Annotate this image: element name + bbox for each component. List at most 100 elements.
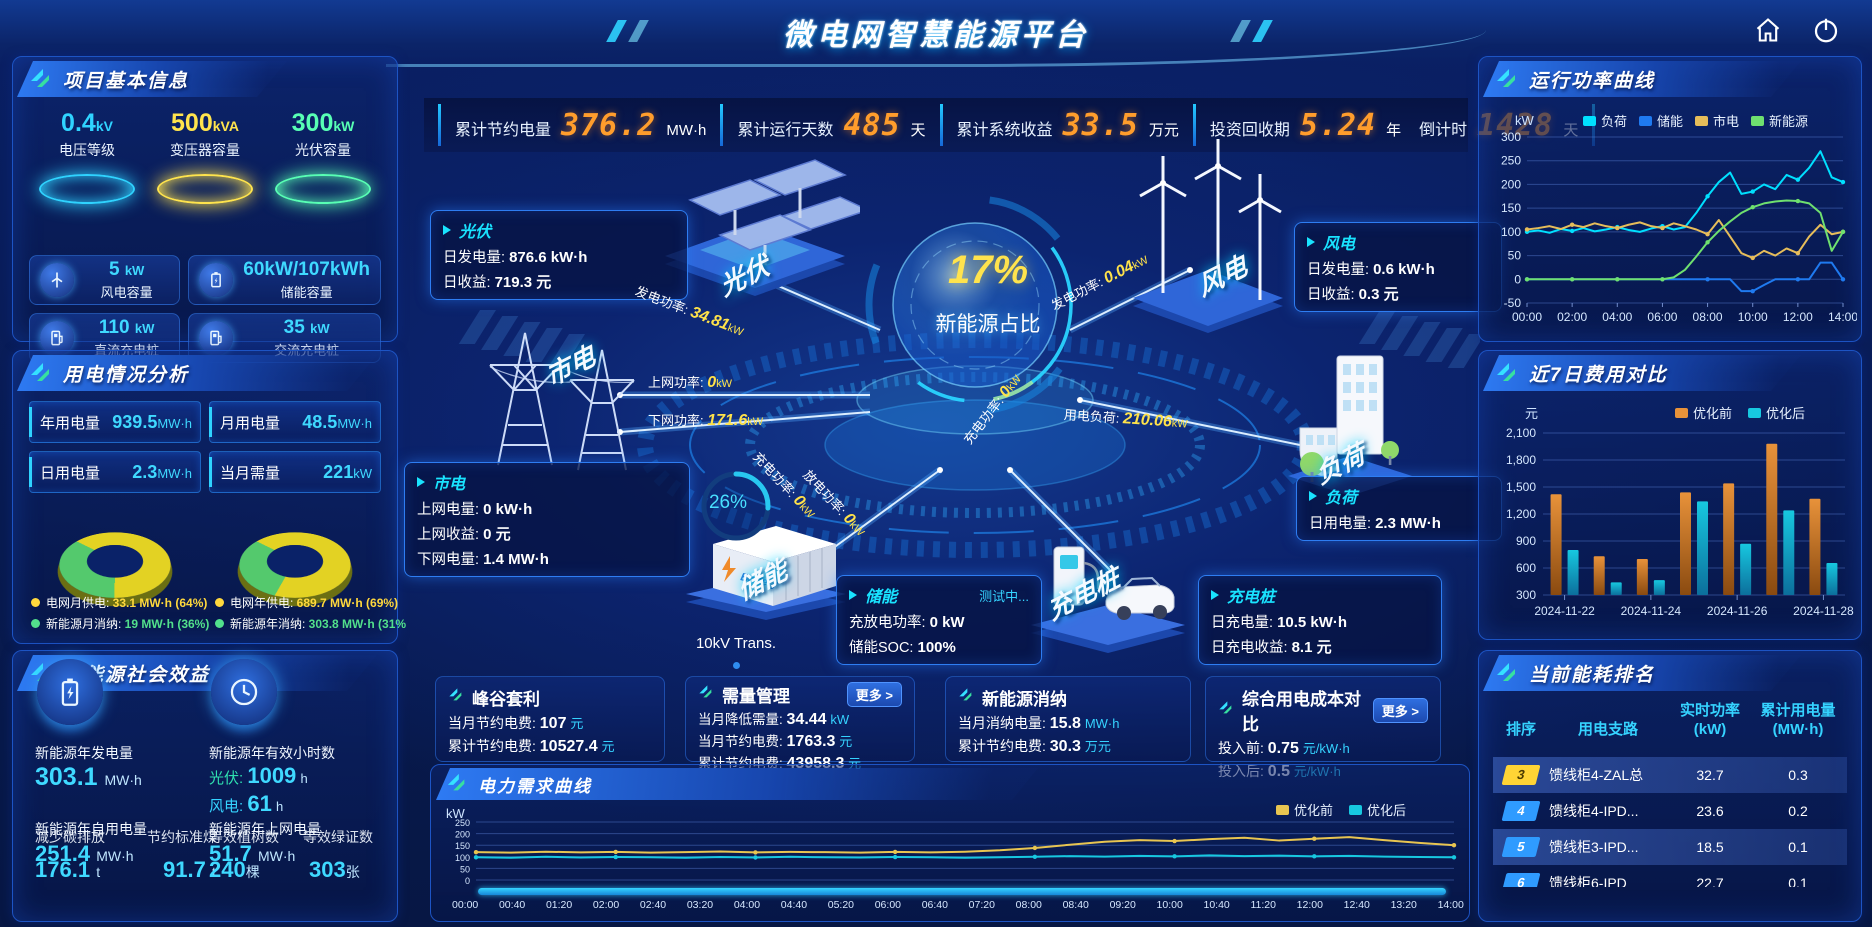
stats-separator: [1193, 104, 1196, 146]
kpi-box: 峰谷套利 当月节约电费: 107 元累计节约电费: 10527.4 元: [435, 676, 665, 762]
x-tick: 04:00: [734, 899, 760, 911]
legend-value: 33.1 MW·h (64%): [113, 596, 208, 610]
donut-legend-item: 新能源月消纳: 19 MW·h (36%): [31, 614, 209, 635]
branch-name: 馈线柜6-IPD: [1549, 873, 1667, 887]
arrow-icon: [849, 590, 857, 600]
home-icon[interactable]: [1750, 12, 1786, 48]
svg-text:250: 250: [455, 818, 470, 828]
svg-text:04:00: 04:00: [1602, 310, 1632, 324]
wind-illustration: [1108, 128, 1308, 338]
card-value: 35 kW: [243, 317, 370, 339]
node-metric: 储能SOC: 100%: [849, 636, 1029, 657]
chip-label: 日用电量: [40, 462, 100, 483]
gauge-value: 26%: [688, 492, 768, 514]
legend-dot: [215, 619, 224, 628]
svg-text:100: 100: [455, 853, 470, 863]
node-status: 测试中...: [979, 586, 1029, 605]
legend-label: 负荷: [1601, 114, 1627, 129]
panel-header: 运行功率曲线: [1483, 61, 1801, 97]
node-metric: 日发电量: 0.6 kW·h: [1307, 258, 1489, 279]
node-metric: 上网电量: 0 kW·h: [417, 498, 677, 519]
company-name: 安科瑞电气: [283, 67, 363, 91]
flow-label: 用电负荷: 210.06kW: [1063, 404, 1188, 433]
company-select[interactable]: 安科瑞电气: [283, 67, 383, 91]
demand-x-axis: 00:00 00:40 01:20 02:00 02:40 03:20 04:00 04:40…: [452, 899, 1464, 911]
stat-item: 累计系统收益 33.5 万元: [957, 108, 1179, 143]
rank-badge: 5: [1502, 837, 1541, 857]
x-tick: 00:00: [452, 899, 478, 911]
table-row[interactable]: 3 馈线柜4-ZAL总 32.7 0.3: [1493, 757, 1847, 793]
stat-item: 累计节约电量 376.2 MW·h: [455, 108, 706, 143]
node-metric: 日收益: 0.3 元: [1307, 283, 1489, 304]
benefit-value: 303.1 MW·h: [35, 763, 142, 792]
stat-label: 倒计时: [1419, 116, 1467, 140]
panel-title: 项目基本信息: [63, 66, 189, 93]
benefit-value: 240棵: [209, 857, 260, 883]
panel-header: 当前能耗排名: [1483, 655, 1801, 691]
chart-zoom-slider[interactable]: [478, 888, 1446, 895]
svg-text:150: 150: [455, 841, 470, 851]
power-value: 32.7: [1667, 767, 1753, 783]
kpi-title: 需量管理: [722, 682, 790, 707]
legend-item: 市电: [1695, 111, 1739, 130]
usage-stat-chip: 年用电量 939.5MW·h: [29, 401, 201, 443]
panel-header: 项目基本信息 安科瑞电气: [17, 61, 287, 97]
node-metric: 日充电量: 10.5 kW·h: [1211, 611, 1429, 632]
benefit-value: 303张: [309, 857, 360, 883]
svg-text:2024-11-28: 2024-11-28: [1793, 604, 1854, 618]
pedestal-glow: [39, 174, 135, 204]
stat-value: 33.5: [1063, 108, 1139, 143]
panel-usage-analysis: 用电情况分析 年用电量 939.5MW·h 月用电量 48.5MW·h 日用电量 2.3M…: [12, 350, 398, 644]
pedestal-glow: [275, 174, 371, 204]
capacity-card: 5 kW 风电容量: [29, 255, 180, 305]
x-tick: 07:20: [969, 899, 995, 911]
benefit-label: 节约标准煤: [147, 827, 217, 847]
chip-value: 48.5MW·h: [302, 412, 372, 433]
legend-label: 储能: [1657, 114, 1683, 129]
panel-project-info: 项目基本信息 安科瑞电气 0.4kV 电压等级 500kVA 变压器容量 300kW 光伏…: [12, 56, 398, 342]
y-axis-unit: 元: [1525, 403, 1538, 422]
svg-text:250: 250: [1501, 154, 1521, 168]
svg-text:02:00: 02:00: [1557, 310, 1587, 324]
donut-legend-item: 新能源年消纳: 303.8 MW·h (31%: [215, 614, 406, 635]
svg-text:200: 200: [455, 830, 470, 840]
legend-swatch: [1695, 116, 1708, 126]
legend-label: 新能源月消纳:: [46, 617, 125, 631]
svg-text:1,500: 1,500: [1506, 480, 1536, 494]
benefit-label: 新能源年有效小时数: [209, 743, 335, 763]
pedestal-label: 变压器容量: [147, 140, 263, 160]
demand-chart-legend: 优化前 优化后: [1276, 800, 1406, 819]
table-row[interactable]: 4 馈线柜4-IPD... 23.6 0.2: [1493, 793, 1847, 829]
arrow-icon: [1211, 590, 1219, 600]
table-row[interactable]: 6 馈线柜6-IPD 22.7 0.1: [1493, 865, 1847, 887]
legend-item: 优化前: [1675, 403, 1732, 422]
chip-value: 939.5MW·h: [112, 412, 192, 433]
chip-label: 月用电量: [220, 412, 280, 433]
svg-text:06:00: 06:00: [1647, 310, 1677, 324]
panel-title: 用电情况分析: [63, 360, 189, 387]
x-tick: 14:00: [1438, 899, 1464, 911]
power-icon[interactable]: [1808, 12, 1844, 48]
table-row[interactable]: 5 馈线柜3-IPD... 18.5 0.1: [1493, 829, 1847, 865]
power-value: 22.7: [1667, 875, 1753, 887]
svg-text:10:00: 10:00: [1738, 310, 1768, 324]
legend-item: 储能: [1639, 111, 1683, 130]
stat-unit: 万元: [1149, 119, 1179, 140]
rank-badge: 3: [1502, 765, 1541, 785]
legend-item: 优化后: [1349, 800, 1406, 819]
x-tick: 05:20: [828, 899, 854, 911]
pedestal-label: 电压等级: [29, 140, 145, 160]
kpi-corner-icon: [958, 687, 974, 708]
benefit-value: 91.7 t: [163, 857, 216, 883]
node-metric: 日用电量: 2.3 MW·h: [1309, 512, 1489, 533]
more-button[interactable]: 更多 >: [1373, 698, 1428, 723]
gauge-label: 10kV Trans.: [688, 635, 784, 652]
pedestal-value: 0.4kV: [29, 109, 145, 138]
donut-charts: [25, 499, 385, 585]
capacity-card: 60kW/107kWh 储能容量: [188, 255, 381, 305]
summary-stats-bar: 累计节约电量 376.2 MW·h 累计运行天数 485 天累计系统收益 33.5 万元 投资回…: [424, 98, 1468, 152]
more-button[interactable]: 更多 >: [847, 682, 902, 707]
svg-text:50: 50: [1508, 249, 1522, 263]
kpi-metric: 当月降低需量: 34.44 kW: [698, 708, 902, 729]
node-tag-label: 风电: [1193, 245, 1252, 304]
